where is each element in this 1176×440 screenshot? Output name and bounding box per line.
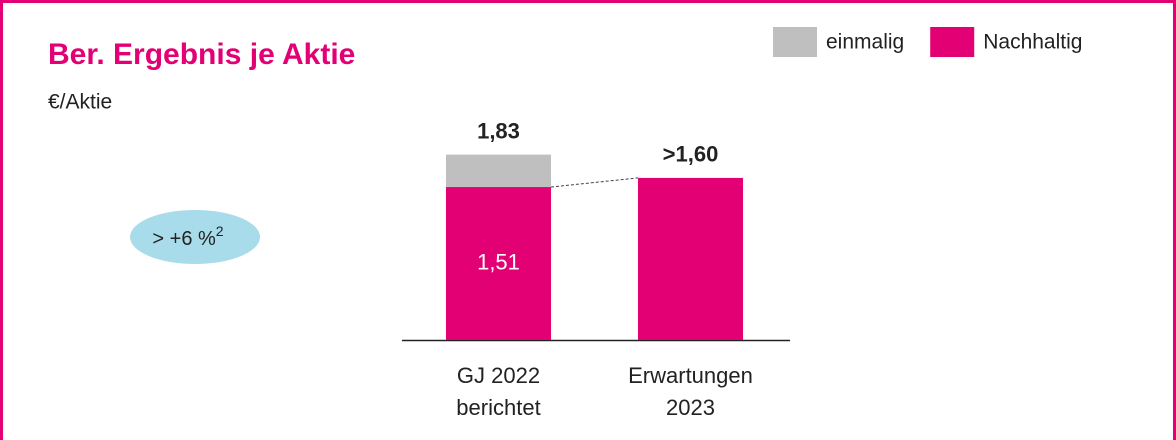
- legend-swatch: [773, 27, 817, 57]
- x-tick-label: GJ 2022 berichtet: [456, 363, 541, 420]
- chart-subtitle: €/Aktie: [48, 91, 112, 114]
- bar-segment: [446, 187, 551, 340]
- x-tick-label: Erwartungen 2023: [628, 363, 753, 420]
- annotation-text: > +6 %: [152, 228, 216, 250]
- data-label: 1,51: [477, 249, 520, 274]
- legend-label: Nachhaltig: [983, 31, 1082, 54]
- legend-label: einmalig: [826, 31, 904, 54]
- annotation-sup: 2: [216, 223, 224, 239]
- chart-title: Ber. Ergebnis je Aktie: [48, 38, 355, 71]
- total-label: 1,83: [477, 118, 520, 143]
- annotation: > +6 %2: [152, 223, 223, 251]
- total-label: >1,60: [663, 142, 719, 167]
- bar-segment: [638, 177, 743, 340]
- bar-segment: [446, 154, 551, 188]
- legend-swatch: [930, 27, 975, 57]
- connector: [550, 177, 639, 188]
- annotation-bubble: [130, 210, 260, 264]
